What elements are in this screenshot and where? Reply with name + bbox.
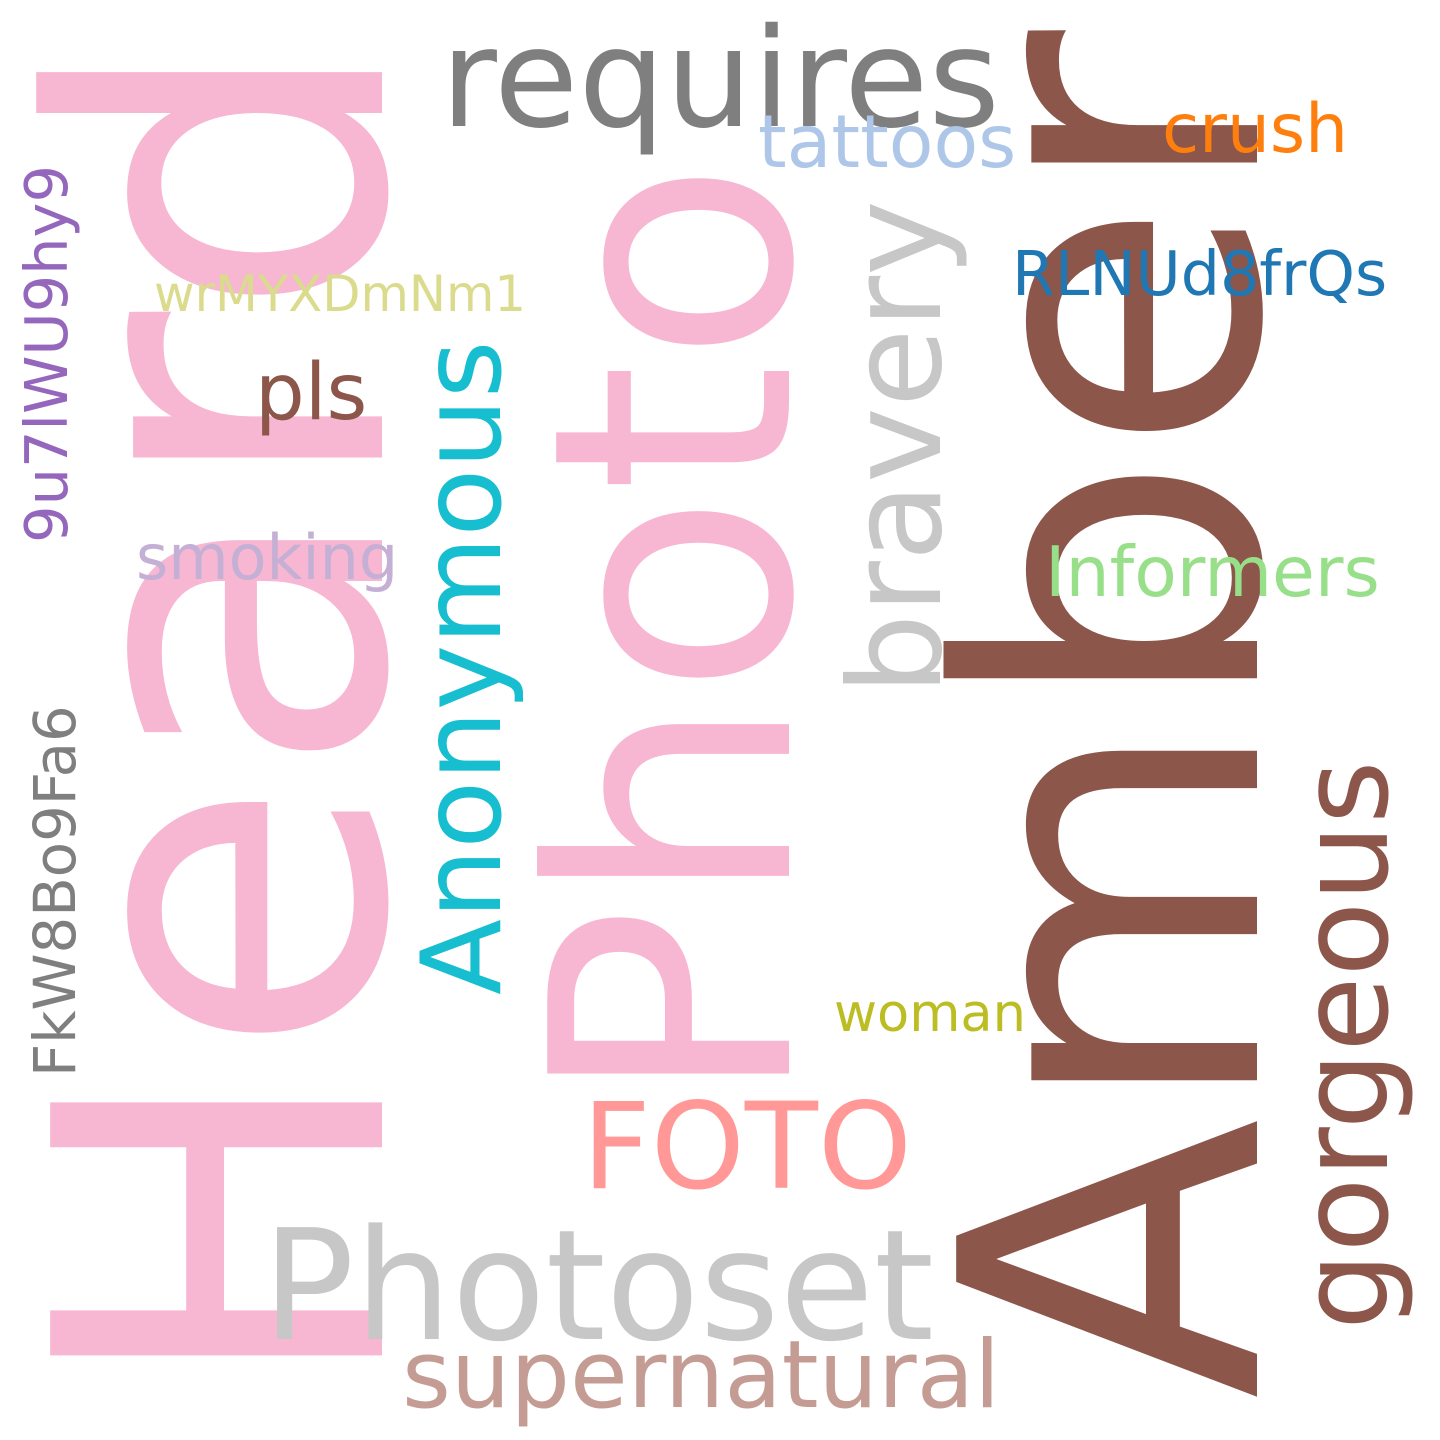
word-gorgeous: gorgeous	[1272, 760, 1416, 1330]
word-photoset: Photoset	[262, 1198, 935, 1376]
word-9u7lwu9hy9: 9u7lWU9hy9	[11, 164, 81, 543]
word-photo: Photo	[481, 159, 868, 1106]
word-woman: woman	[834, 982, 1026, 1044]
word-anonymous: Anonymous	[398, 340, 527, 995]
word-informers: Informers	[1045, 532, 1380, 613]
word-requires: requires	[440, 0, 1000, 159]
word-rlnud8frqs: RLNUd8frQs	[1012, 238, 1388, 310]
word-bravery: bravery	[822, 200, 971, 695]
word-crush: crush	[1162, 89, 1348, 168]
word-wrmyxdmnm1: wrMYXDmNm1	[154, 265, 526, 323]
word-fkw8bo9fa6: FkW8Bo9Fa6	[21, 705, 89, 1077]
word-supernatural: supernatural	[402, 1321, 1001, 1430]
word-pls: pls	[255, 347, 368, 438]
word-smoking: smoking	[136, 522, 399, 594]
word-foto: FOTO	[582, 1078, 913, 1217]
word-tattoos: tattoos	[758, 100, 1017, 185]
